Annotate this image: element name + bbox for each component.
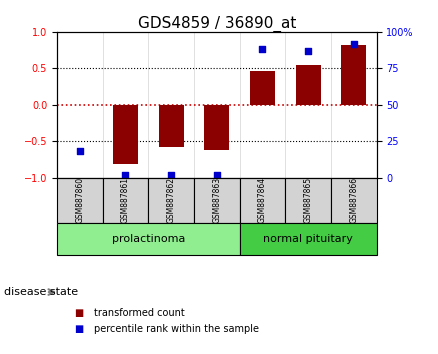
- Point: [305, 48, 312, 53]
- Bar: [57, 177, 102, 223]
- Bar: [240, 223, 377, 255]
- Text: percentile rank within the sample: percentile rank within the sample: [94, 324, 259, 334]
- Text: transformed count: transformed count: [94, 308, 185, 318]
- Bar: [194, 177, 240, 223]
- Point: [213, 172, 220, 177]
- Bar: [159, 105, 184, 147]
- Title: GDS4859 / 36890_at: GDS4859 / 36890_at: [138, 16, 296, 32]
- Bar: [250, 71, 275, 105]
- Text: GSM887866: GSM887866: [350, 177, 358, 223]
- Text: GSM887865: GSM887865: [304, 177, 313, 223]
- Text: disease state: disease state: [4, 287, 78, 297]
- Text: GSM887860: GSM887860: [75, 177, 84, 223]
- Point: [350, 41, 357, 46]
- Text: GSM887861: GSM887861: [121, 177, 130, 223]
- Bar: [204, 105, 230, 150]
- Bar: [240, 177, 285, 223]
- Text: prolactinoma: prolactinoma: [112, 234, 185, 244]
- Bar: [285, 177, 331, 223]
- Text: ■: ■: [74, 308, 84, 318]
- Point: [76, 148, 83, 154]
- Text: ■: ■: [74, 324, 84, 334]
- Bar: [113, 105, 138, 164]
- Bar: [331, 177, 377, 223]
- Bar: [102, 177, 148, 223]
- Bar: [341, 45, 367, 105]
- Text: normal pituitary: normal pituitary: [263, 234, 353, 244]
- Text: GSM887863: GSM887863: [212, 177, 221, 223]
- Point: [259, 46, 266, 52]
- Text: GSM887864: GSM887864: [258, 177, 267, 223]
- Text: GSM887862: GSM887862: [166, 177, 176, 223]
- Bar: [296, 65, 321, 105]
- Point: [122, 172, 129, 177]
- Bar: [148, 177, 194, 223]
- Point: [168, 172, 175, 177]
- Bar: [57, 223, 240, 255]
